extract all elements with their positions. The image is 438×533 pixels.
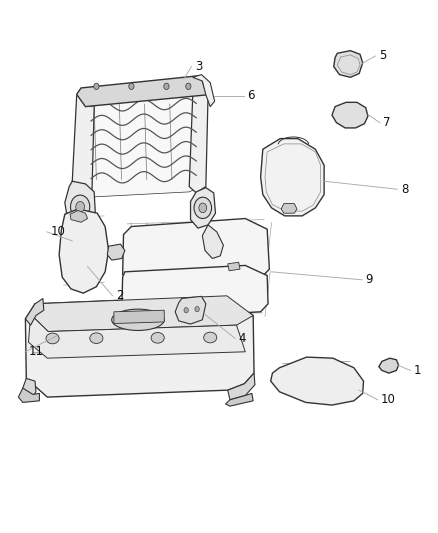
Text: 11: 11 bbox=[28, 345, 43, 358]
Circle shape bbox=[194, 197, 212, 219]
Polygon shape bbox=[107, 244, 125, 260]
Polygon shape bbox=[193, 75, 215, 107]
Polygon shape bbox=[191, 188, 215, 228]
Ellipse shape bbox=[204, 332, 217, 343]
Circle shape bbox=[71, 195, 90, 219]
Text: 6: 6 bbox=[247, 90, 255, 102]
Text: 5: 5 bbox=[379, 50, 386, 62]
Circle shape bbox=[186, 83, 191, 90]
Ellipse shape bbox=[151, 333, 164, 343]
Polygon shape bbox=[228, 373, 255, 400]
Circle shape bbox=[164, 83, 169, 90]
Polygon shape bbox=[77, 76, 207, 107]
Polygon shape bbox=[228, 262, 240, 271]
Polygon shape bbox=[122, 265, 268, 319]
Polygon shape bbox=[25, 296, 254, 397]
Circle shape bbox=[195, 306, 199, 312]
Polygon shape bbox=[62, 221, 81, 278]
Polygon shape bbox=[271, 357, 364, 405]
Polygon shape bbox=[72, 88, 94, 200]
Polygon shape bbox=[202, 225, 223, 259]
Polygon shape bbox=[261, 139, 324, 216]
Polygon shape bbox=[25, 298, 44, 325]
Text: 10: 10 bbox=[50, 225, 65, 238]
Polygon shape bbox=[70, 211, 88, 222]
Polygon shape bbox=[189, 77, 208, 193]
Circle shape bbox=[199, 203, 207, 213]
Text: 7: 7 bbox=[383, 116, 391, 129]
Polygon shape bbox=[80, 227, 103, 264]
Text: 4: 4 bbox=[239, 332, 246, 345]
Polygon shape bbox=[65, 181, 95, 229]
Polygon shape bbox=[81, 83, 204, 197]
Circle shape bbox=[184, 308, 188, 313]
Text: 3: 3 bbox=[195, 60, 202, 73]
Text: 8: 8 bbox=[401, 183, 408, 196]
Text: 1: 1 bbox=[414, 364, 421, 377]
Circle shape bbox=[76, 201, 85, 212]
Polygon shape bbox=[59, 209, 109, 293]
Ellipse shape bbox=[112, 309, 164, 330]
Polygon shape bbox=[379, 358, 399, 373]
Circle shape bbox=[129, 83, 134, 90]
Ellipse shape bbox=[46, 333, 59, 344]
Text: 10: 10 bbox=[381, 393, 396, 406]
Circle shape bbox=[94, 83, 99, 90]
Text: 2: 2 bbox=[116, 289, 124, 302]
Polygon shape bbox=[226, 393, 253, 406]
Polygon shape bbox=[18, 388, 39, 402]
Polygon shape bbox=[334, 51, 363, 77]
Polygon shape bbox=[23, 378, 36, 397]
Polygon shape bbox=[175, 296, 206, 324]
Polygon shape bbox=[281, 204, 297, 213]
Polygon shape bbox=[123, 219, 269, 285]
Polygon shape bbox=[28, 314, 245, 358]
Polygon shape bbox=[332, 102, 368, 128]
Text: 9: 9 bbox=[366, 273, 373, 286]
Ellipse shape bbox=[90, 333, 103, 344]
Polygon shape bbox=[114, 310, 164, 324]
Polygon shape bbox=[31, 296, 253, 332]
